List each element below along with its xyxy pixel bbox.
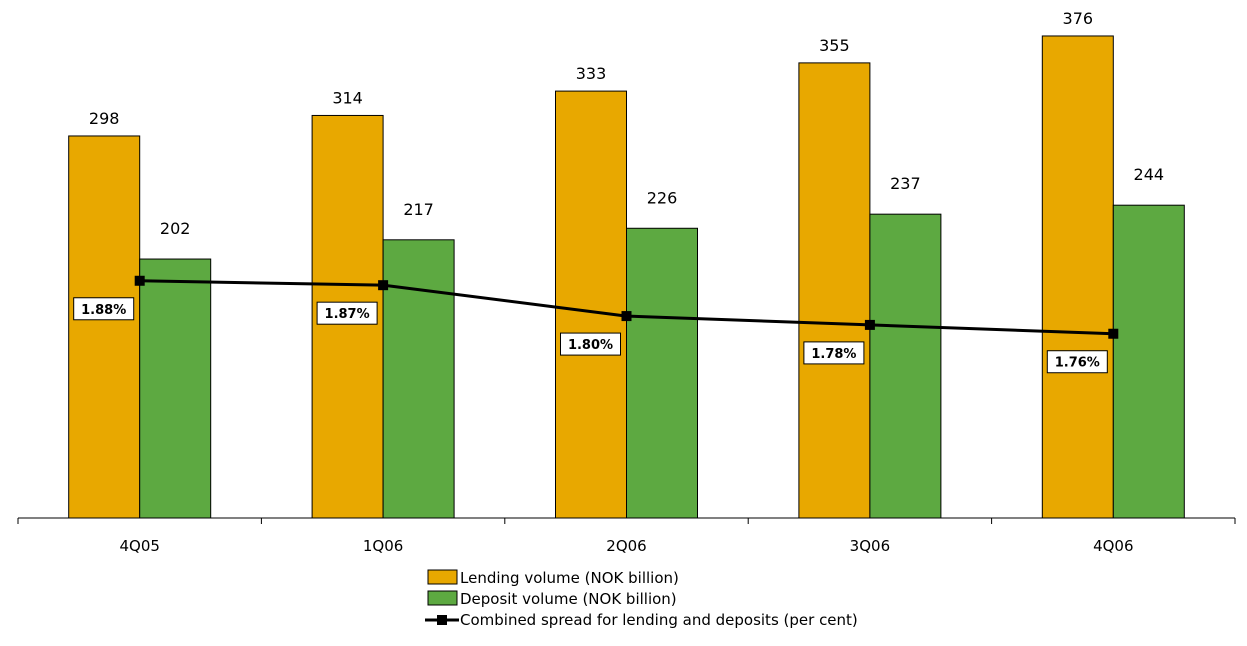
spread-label-box xyxy=(73,297,135,321)
legend-lending-swatch xyxy=(427,569,458,585)
spread-value-label: 1.76% xyxy=(1055,356,1100,371)
spread-marker xyxy=(134,275,145,286)
spread-marker xyxy=(621,311,632,322)
deposit-value-label: 244 xyxy=(1134,165,1165,184)
deposit-value-label: 217 xyxy=(403,200,434,219)
spread-label-box xyxy=(316,301,378,325)
deposit-bar-1Q06 xyxy=(382,239,455,519)
lending-bar-3Q06 xyxy=(798,62,871,519)
x-tick-label: 2Q06 xyxy=(606,537,646,555)
spread-marker xyxy=(378,280,389,291)
legend-spread-label: Combined spread for lending and deposits… xyxy=(460,611,858,629)
bars-group xyxy=(68,35,1185,519)
lending-bar-4Q05 xyxy=(68,135,141,519)
x-tick-label: 4Q05 xyxy=(119,537,159,555)
spread-value-label: 1.88% xyxy=(81,303,126,318)
x-tick-label: 1Q06 xyxy=(363,537,403,555)
deposit-bar-4Q06 xyxy=(1112,204,1185,519)
lending-value-label: 298 xyxy=(89,109,120,128)
legend-spread-marker xyxy=(437,615,447,625)
lending-value-label: 355 xyxy=(819,36,850,55)
deposit-value-label: 237 xyxy=(890,174,921,193)
spread-label-box xyxy=(803,341,865,365)
x-tick-label: 3Q06 xyxy=(850,537,890,555)
legend-lending-label: Lending volume (NOK billion) xyxy=(460,569,679,587)
spread-value-label: 1.78% xyxy=(811,347,856,362)
spread-marker xyxy=(864,319,875,330)
deposit-value-label: 226 xyxy=(647,188,678,207)
legend-deposit-label: Deposit volume (NOK billion) xyxy=(460,590,677,608)
lending-bar-4Q06 xyxy=(1041,35,1114,519)
x-tick-label: 4Q06 xyxy=(1093,537,1133,555)
spread-label-box xyxy=(1046,350,1108,374)
lending-bar-2Q06 xyxy=(555,90,627,519)
spread-label-box xyxy=(560,332,621,356)
lending-value-label: 333 xyxy=(576,64,607,83)
spread-value-label: 1.87% xyxy=(325,307,370,322)
x-axis: 4Q05 1Q06 2Q06 3Q06 4Q06 xyxy=(17,517,1236,555)
deposit-bar-3Q06 xyxy=(869,213,942,519)
legend: Lending volume (NOK billion) Deposit volu… xyxy=(425,569,858,629)
spread-marker xyxy=(1108,328,1119,339)
labels-group: 298 202 314 217 333 226 355 237 376 244 1.88% 1.87%… xyxy=(73,9,1165,374)
deposit-bar-2Q06 xyxy=(626,227,698,519)
spread-value-label: 1.80% xyxy=(568,338,613,353)
lending-value-label: 314 xyxy=(332,88,363,107)
lending-value-label: 376 xyxy=(1063,9,1094,28)
deposit-value-label: 202 xyxy=(160,219,191,238)
spread-line-group xyxy=(134,275,1119,339)
deposit-bar-4Q05 xyxy=(139,258,212,519)
legend-deposit-swatch xyxy=(427,590,458,606)
